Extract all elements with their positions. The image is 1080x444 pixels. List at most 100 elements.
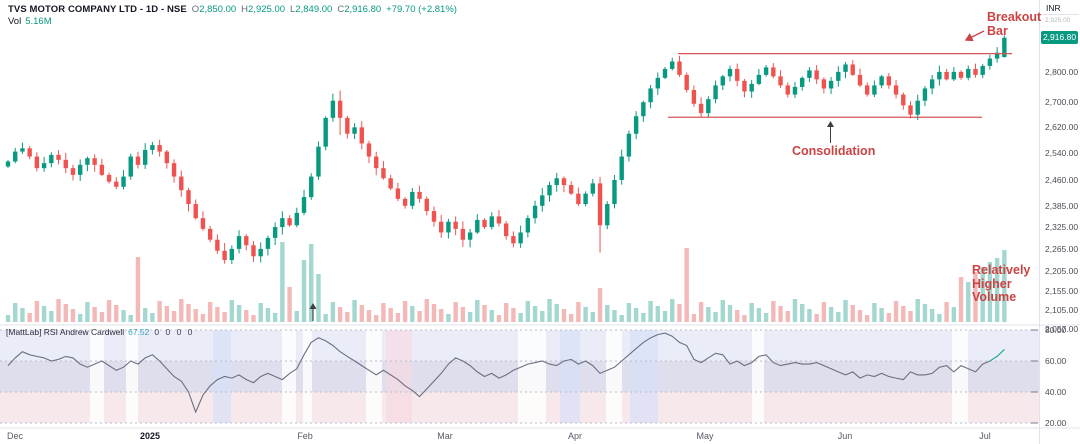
- candle-body: [1002, 37, 1007, 58]
- volume-bar: [525, 301, 531, 322]
- volume-bar: [316, 274, 321, 322]
- candle-body: [691, 89, 697, 104]
- last-price-badge: 2,916.80: [1041, 31, 1078, 45]
- volume-bar: [475, 300, 480, 322]
- volume-bar: [626, 303, 632, 322]
- candle-body: [135, 156, 141, 165]
- rsi-highlight-stripe: [518, 330, 546, 423]
- rsi-highlight-stripe: [126, 330, 138, 423]
- candle-body: [576, 193, 581, 205]
- time-axis-label-feb: Feb: [297, 431, 313, 441]
- breakout-bar-annotation[interactable]: Breakout Bar: [987, 10, 1042, 38]
- candle-body: [619, 156, 624, 180]
- volume-bar: [164, 306, 170, 322]
- candle-body: [352, 127, 357, 134]
- consolidation-annotation[interactable]: Consolidation: [792, 144, 875, 159]
- volume-bar: [843, 300, 848, 322]
- candle-body: [785, 85, 790, 95]
- time-axis-label-2025: 2025: [139, 431, 161, 441]
- candle-body: [475, 219, 480, 233]
- candle-body: [951, 71, 957, 80]
- candle-body: [496, 216, 502, 224]
- candle-body: [763, 67, 769, 75]
- price-axis-label: 2,325.00: [1045, 222, 1079, 233]
- candle-body: [345, 117, 350, 134]
- candle-body: [778, 76, 783, 86]
- candle-body: [814, 70, 819, 80]
- candle-body: [641, 102, 646, 117]
- candle-body: [330, 100, 336, 118]
- volume-bar: [612, 310, 617, 322]
- candle-body: [893, 85, 899, 95]
- volume-bar: [944, 302, 949, 322]
- candle-body: [374, 156, 379, 169]
- candle-body: [915, 100, 920, 115]
- volume-bar: [244, 310, 249, 322]
- candle-body: [99, 164, 105, 175]
- volume-bar: [980, 267, 985, 322]
- candle-body: [561, 178, 567, 186]
- candle-body: [908, 105, 913, 115]
- volume-legend[interactable]: Vol 5.16M: [8, 16, 52, 27]
- candle-body: [648, 88, 653, 103]
- volume-bar: [215, 307, 220, 322]
- volume-bar: [222, 312, 227, 322]
- candle-body: [395, 188, 401, 199]
- volume-bar: [568, 314, 574, 322]
- volume-bar: [106, 300, 112, 322]
- volume-bar: [395, 313, 401, 322]
- rsi-line: [7, 332, 991, 414]
- relvol-annotation-line3: Volume: [972, 290, 1017, 304]
- candle-body: [525, 218, 531, 233]
- candle-body: [85, 158, 90, 165]
- volume-bar: [467, 312, 473, 322]
- candle-body: [56, 154, 61, 160]
- volume-bar: [670, 299, 675, 322]
- volume-bar: [489, 310, 494, 322]
- candle-body: [633, 116, 639, 134]
- volume-bar: [994, 258, 1000, 322]
- candle-body: [662, 68, 668, 78]
- volume-bar: [503, 303, 509, 322]
- price-axis-label: 2,385.00: [1045, 200, 1079, 211]
- volume-bar: [27, 313, 32, 322]
- volume-bar: [929, 309, 935, 322]
- candle-body: [994, 52, 1000, 59]
- price-axis-label: 2,205.00: [1045, 266, 1079, 277]
- volume-bar: [114, 305, 119, 322]
- candle-body: [843, 64, 848, 72]
- candle-body: [142, 149, 148, 165]
- candle-body: [987, 58, 993, 66]
- volume-label: Vol: [8, 16, 22, 27]
- rsi-highlight-stripe: [213, 330, 231, 423]
- candle-body: [92, 158, 97, 165]
- volume-bar: [684, 248, 689, 322]
- volume-bar: [576, 302, 581, 322]
- breakout-annotation-line1: Breakout: [987, 10, 1042, 24]
- candle-body: [655, 77, 660, 89]
- candle-body: [460, 228, 466, 240]
- volume-bar: [778, 306, 783, 322]
- volume-bar: [655, 306, 660, 322]
- volume-bar: [410, 306, 415, 322]
- ohlc-key: H: [241, 4, 249, 15]
- volume-bar: [850, 305, 855, 322]
- volume-bar: [597, 288, 603, 322]
- volume-bar: [511, 308, 516, 322]
- volume-bar: [691, 314, 697, 322]
- volume-bar: [1002, 250, 1007, 322]
- price-axis-label: 2,460.00: [1045, 175, 1079, 185]
- candle-body: [886, 76, 892, 86]
- volume-bar: [937, 314, 942, 322]
- candle-body: [503, 223, 509, 237]
- volume-bar: [258, 303, 263, 322]
- symbol-legend[interactable]: TVS MOTOR COMPANY LTD - 1D - NSE O2,850.0…: [8, 4, 457, 15]
- candle-body: [929, 79, 935, 89]
- rsi-highlight-stripe: [366, 330, 382, 423]
- volume-bar: [128, 315, 133, 322]
- price-axis-high-label: 2,925.00: [1045, 17, 1071, 24]
- volume-bar: [301, 260, 307, 322]
- rsi-indicator-legend[interactable]: [MattLab] RSI Andrew Cardwell 67.52 0 0 0 …: [6, 327, 194, 337]
- relatively-higher-volume-annotation[interactable]: Relatively Higher Volume: [972, 263, 1030, 305]
